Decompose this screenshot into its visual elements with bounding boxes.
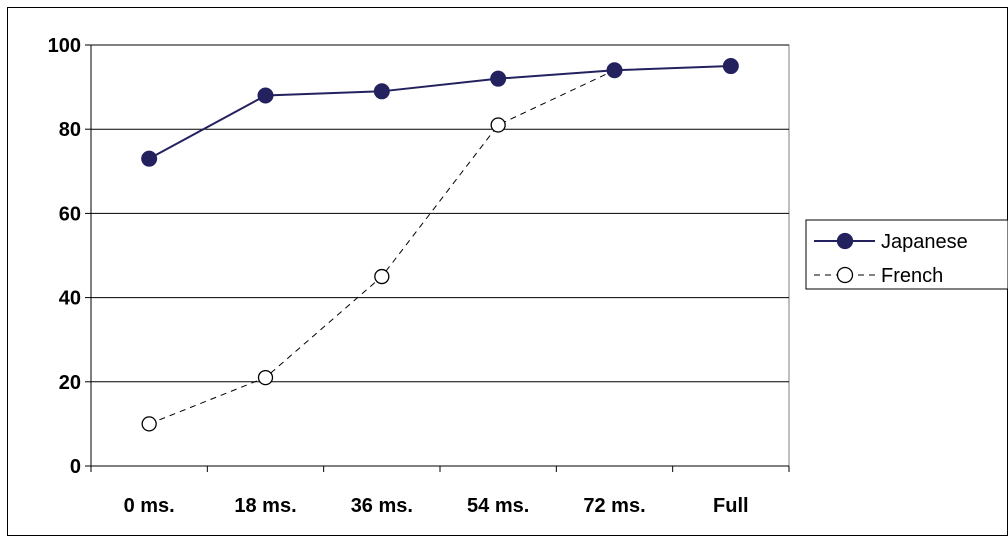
- legend-marker: [836, 232, 854, 250]
- data-point-french: [141, 416, 157, 432]
- data-point-japanese: [373, 83, 390, 100]
- data-point-japanese: [722, 58, 739, 75]
- y-tick-label: 40: [59, 288, 81, 310]
- y-tick-label: 80: [59, 119, 81, 141]
- data-point-french: [374, 268, 390, 285]
- legend-marker: [836, 266, 854, 284]
- x-tick-label: 36 ms.: [351, 495, 413, 517]
- x-tick-labels: 0 ms. 18 ms. 36 ms. 54 ms. 72 ms. Full: [124, 495, 749, 517]
- gridlines: [91, 44, 789, 383]
- x-tick-label: 54 ms.: [467, 495, 529, 517]
- data-point-japanese: [490, 70, 507, 87]
- y-tick-label: 0: [70, 456, 81, 478]
- legend: Japanese French: [805, 219, 1008, 290]
- legend-entry-french: French: [814, 265, 943, 287]
- data-point-french: [490, 117, 506, 133]
- y-tick-label: 100: [48, 35, 81, 57]
- x-tick-label: 0 ms.: [124, 495, 175, 517]
- data-point-japanese: [606, 62, 623, 79]
- legend-label: French: [881, 265, 943, 287]
- series-layer: [141, 58, 739, 432]
- data-point-japanese: [141, 150, 158, 167]
- legend-entry-japanese: Japanese: [814, 231, 968, 253]
- series-line-japanese: [148, 65, 731, 160]
- data-point-japanese: [257, 87, 274, 104]
- legend-label: Japanese: [881, 231, 968, 253]
- y-tick-label: 60: [59, 203, 81, 225]
- x-tick-label: 18 ms.: [234, 495, 296, 517]
- axes: [85, 44, 790, 472]
- y-tick-labels: 0 20 40 60 80 100: [48, 35, 81, 478]
- x-tick-label: Full: [713, 495, 749, 517]
- y-tick-label: 20: [59, 372, 81, 394]
- data-point-french: [257, 369, 274, 386]
- x-tick-label: 72 ms.: [583, 495, 645, 517]
